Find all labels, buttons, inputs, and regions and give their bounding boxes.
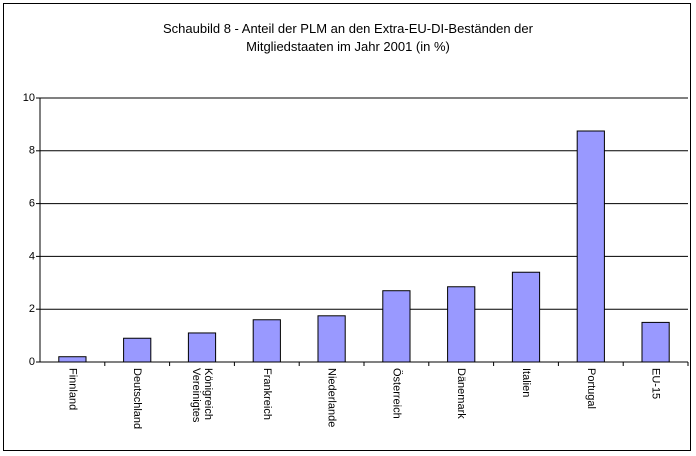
x-tick-label: Italien	[520, 368, 532, 398]
x-tick-label: Portugal	[584, 368, 597, 409]
chart-frame	[3, 3, 691, 451]
bar	[641, 321, 670, 363]
y-tick-label: 0	[29, 356, 35, 368]
y-tick-label: 2	[29, 303, 35, 315]
y-tick-label: 6	[29, 198, 35, 210]
bar	[252, 319, 281, 363]
bar	[511, 271, 541, 363]
bar	[187, 332, 217, 363]
y-tick-label: 10	[23, 92, 35, 104]
x-tick-label: Dänemark	[455, 368, 468, 419]
x-tick-label: Frankreich	[260, 368, 273, 420]
x-tick-label: Deutschland	[131, 368, 144, 430]
x-tick-label: Niederlande	[325, 368, 338, 428]
x-tick-label: Finnland	[66, 368, 79, 411]
y-tick-label: 8	[29, 145, 35, 157]
bar	[123, 337, 152, 363]
bar	[447, 286, 476, 363]
chart-title: Schaubild 8 - Anteil der PLM an den Extr…	[163, 21, 533, 54]
bar	[382, 290, 411, 363]
y-tick-label: 4	[29, 250, 35, 262]
bar	[317, 315, 346, 363]
x-tick-label: Vereinigtes Königreich	[190, 368, 214, 423]
bar	[576, 130, 605, 363]
bar	[58, 356, 87, 363]
x-tick-label: Österreich	[390, 368, 403, 419]
x-tick-label: EU-15	[649, 368, 662, 400]
